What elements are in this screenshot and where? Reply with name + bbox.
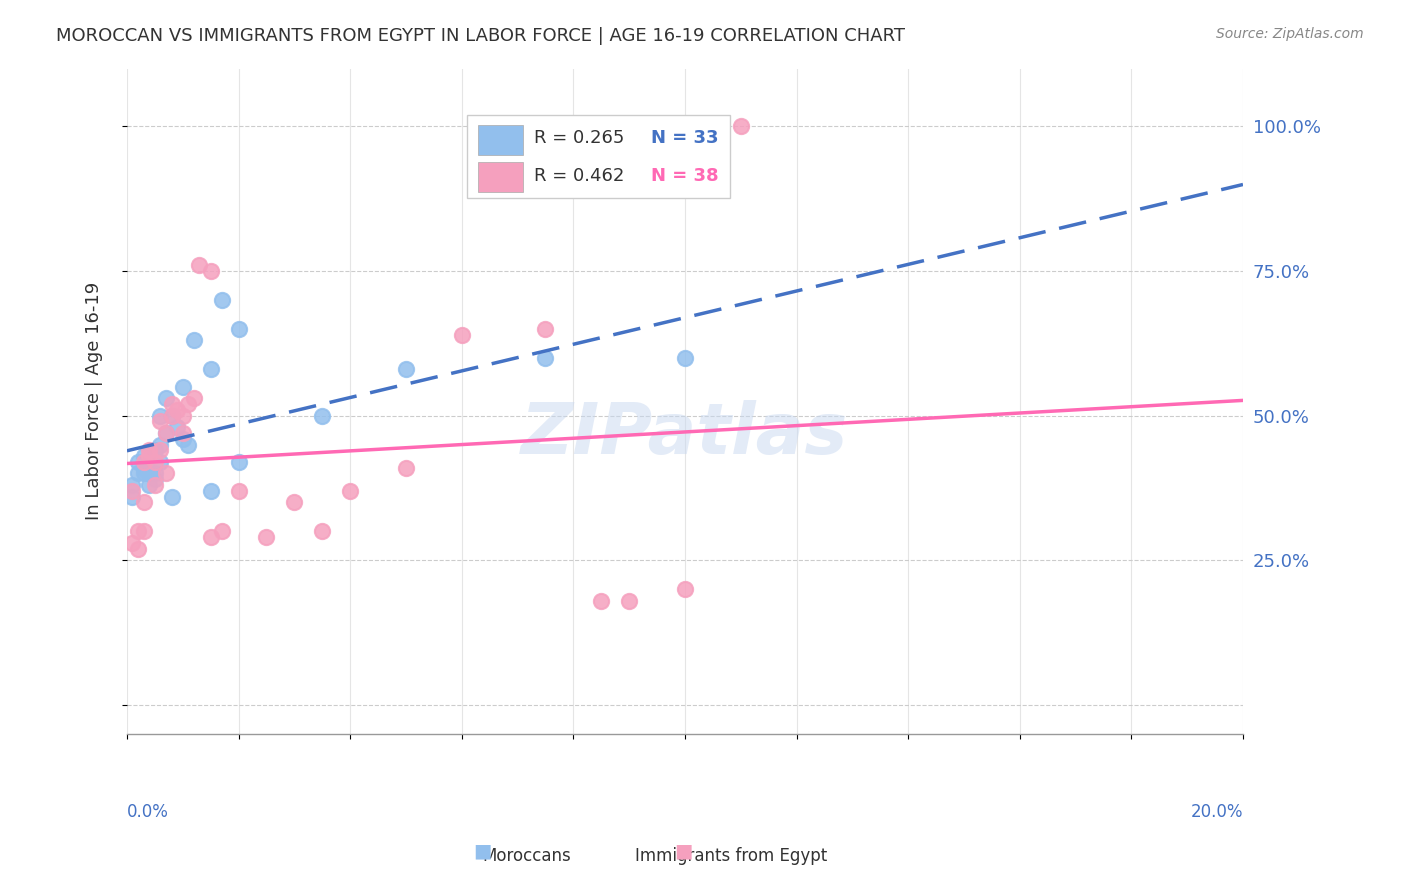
Text: Source: ZipAtlas.com: Source: ZipAtlas.com [1216,27,1364,41]
Point [395,362,418,376]
Point [155,391,177,405]
Point [132,449,155,463]
Text: R = 0.265: R = 0.265 [534,129,624,147]
Point [138,478,160,492]
Point [143,467,166,481]
Point [211,524,233,539]
Point [149,455,172,469]
Point [177,397,200,411]
Text: 20.0%: 20.0% [1191,803,1243,822]
Point [138,467,160,481]
Point [200,530,222,544]
Text: ■: ■ [472,842,492,861]
Point [160,409,183,423]
Point [534,351,557,365]
Point [138,443,160,458]
Point [673,582,696,597]
Point [149,414,172,428]
Point [121,490,143,504]
Point [160,397,183,411]
Point [132,455,155,469]
Point [143,472,166,486]
Text: R = 0.462: R = 0.462 [534,168,624,186]
Point [121,478,143,492]
Text: 0.0%: 0.0% [127,803,169,822]
Point [172,380,194,394]
Point [160,409,183,423]
Text: Moroccans: Moroccans [482,847,572,865]
Point [200,264,222,278]
Point [339,483,361,498]
Point [172,409,194,423]
Point [149,437,172,451]
Point [127,455,149,469]
Point [200,362,222,376]
FancyBboxPatch shape [478,161,523,192]
Text: ZIPatlas: ZIPatlas [522,400,849,469]
Point [311,524,333,539]
Point [127,524,149,539]
Point [283,495,305,509]
Point [311,409,333,423]
Point [155,467,177,481]
Point [183,391,205,405]
Point [228,322,250,336]
FancyBboxPatch shape [478,125,523,155]
Y-axis label: In Labor Force | Age 16-19: In Labor Force | Age 16-19 [86,282,103,520]
Point [188,258,211,272]
Point [395,460,418,475]
Point [228,483,250,498]
Point [617,593,640,607]
Point [730,120,752,134]
Point [127,467,149,481]
Text: ■: ■ [673,842,693,861]
Point [673,351,696,365]
Text: MOROCCAN VS IMMIGRANTS FROM EGYPT IN LABOR FORCE | AGE 16-19 CORRELATION CHART: MOROCCAN VS IMMIGRANTS FROM EGYPT IN LAB… [56,27,905,45]
Point [591,593,613,607]
Point [200,483,222,498]
Point [127,541,149,556]
Point [143,443,166,458]
Point [177,437,200,451]
Point [254,530,277,544]
Point [155,425,177,440]
Point [228,455,250,469]
Point [132,460,155,475]
Point [450,327,472,342]
Point [132,524,155,539]
Point [138,449,160,463]
Text: Immigrants from Egypt: Immigrants from Egypt [636,847,827,865]
Point [149,409,172,423]
Point [172,432,194,446]
Point [211,293,233,307]
Point [132,495,155,509]
Point [143,478,166,492]
FancyBboxPatch shape [467,115,730,198]
Point [149,443,172,458]
Point [160,490,183,504]
Text: N = 33: N = 33 [651,129,718,147]
Point [534,322,557,336]
Point [132,467,155,481]
Point [143,455,166,469]
Point [166,402,188,417]
Point [121,536,143,550]
Text: N = 38: N = 38 [651,168,718,186]
Point [121,483,143,498]
Point [155,425,177,440]
Point [172,425,194,440]
Point [183,334,205,348]
Point [166,420,188,434]
